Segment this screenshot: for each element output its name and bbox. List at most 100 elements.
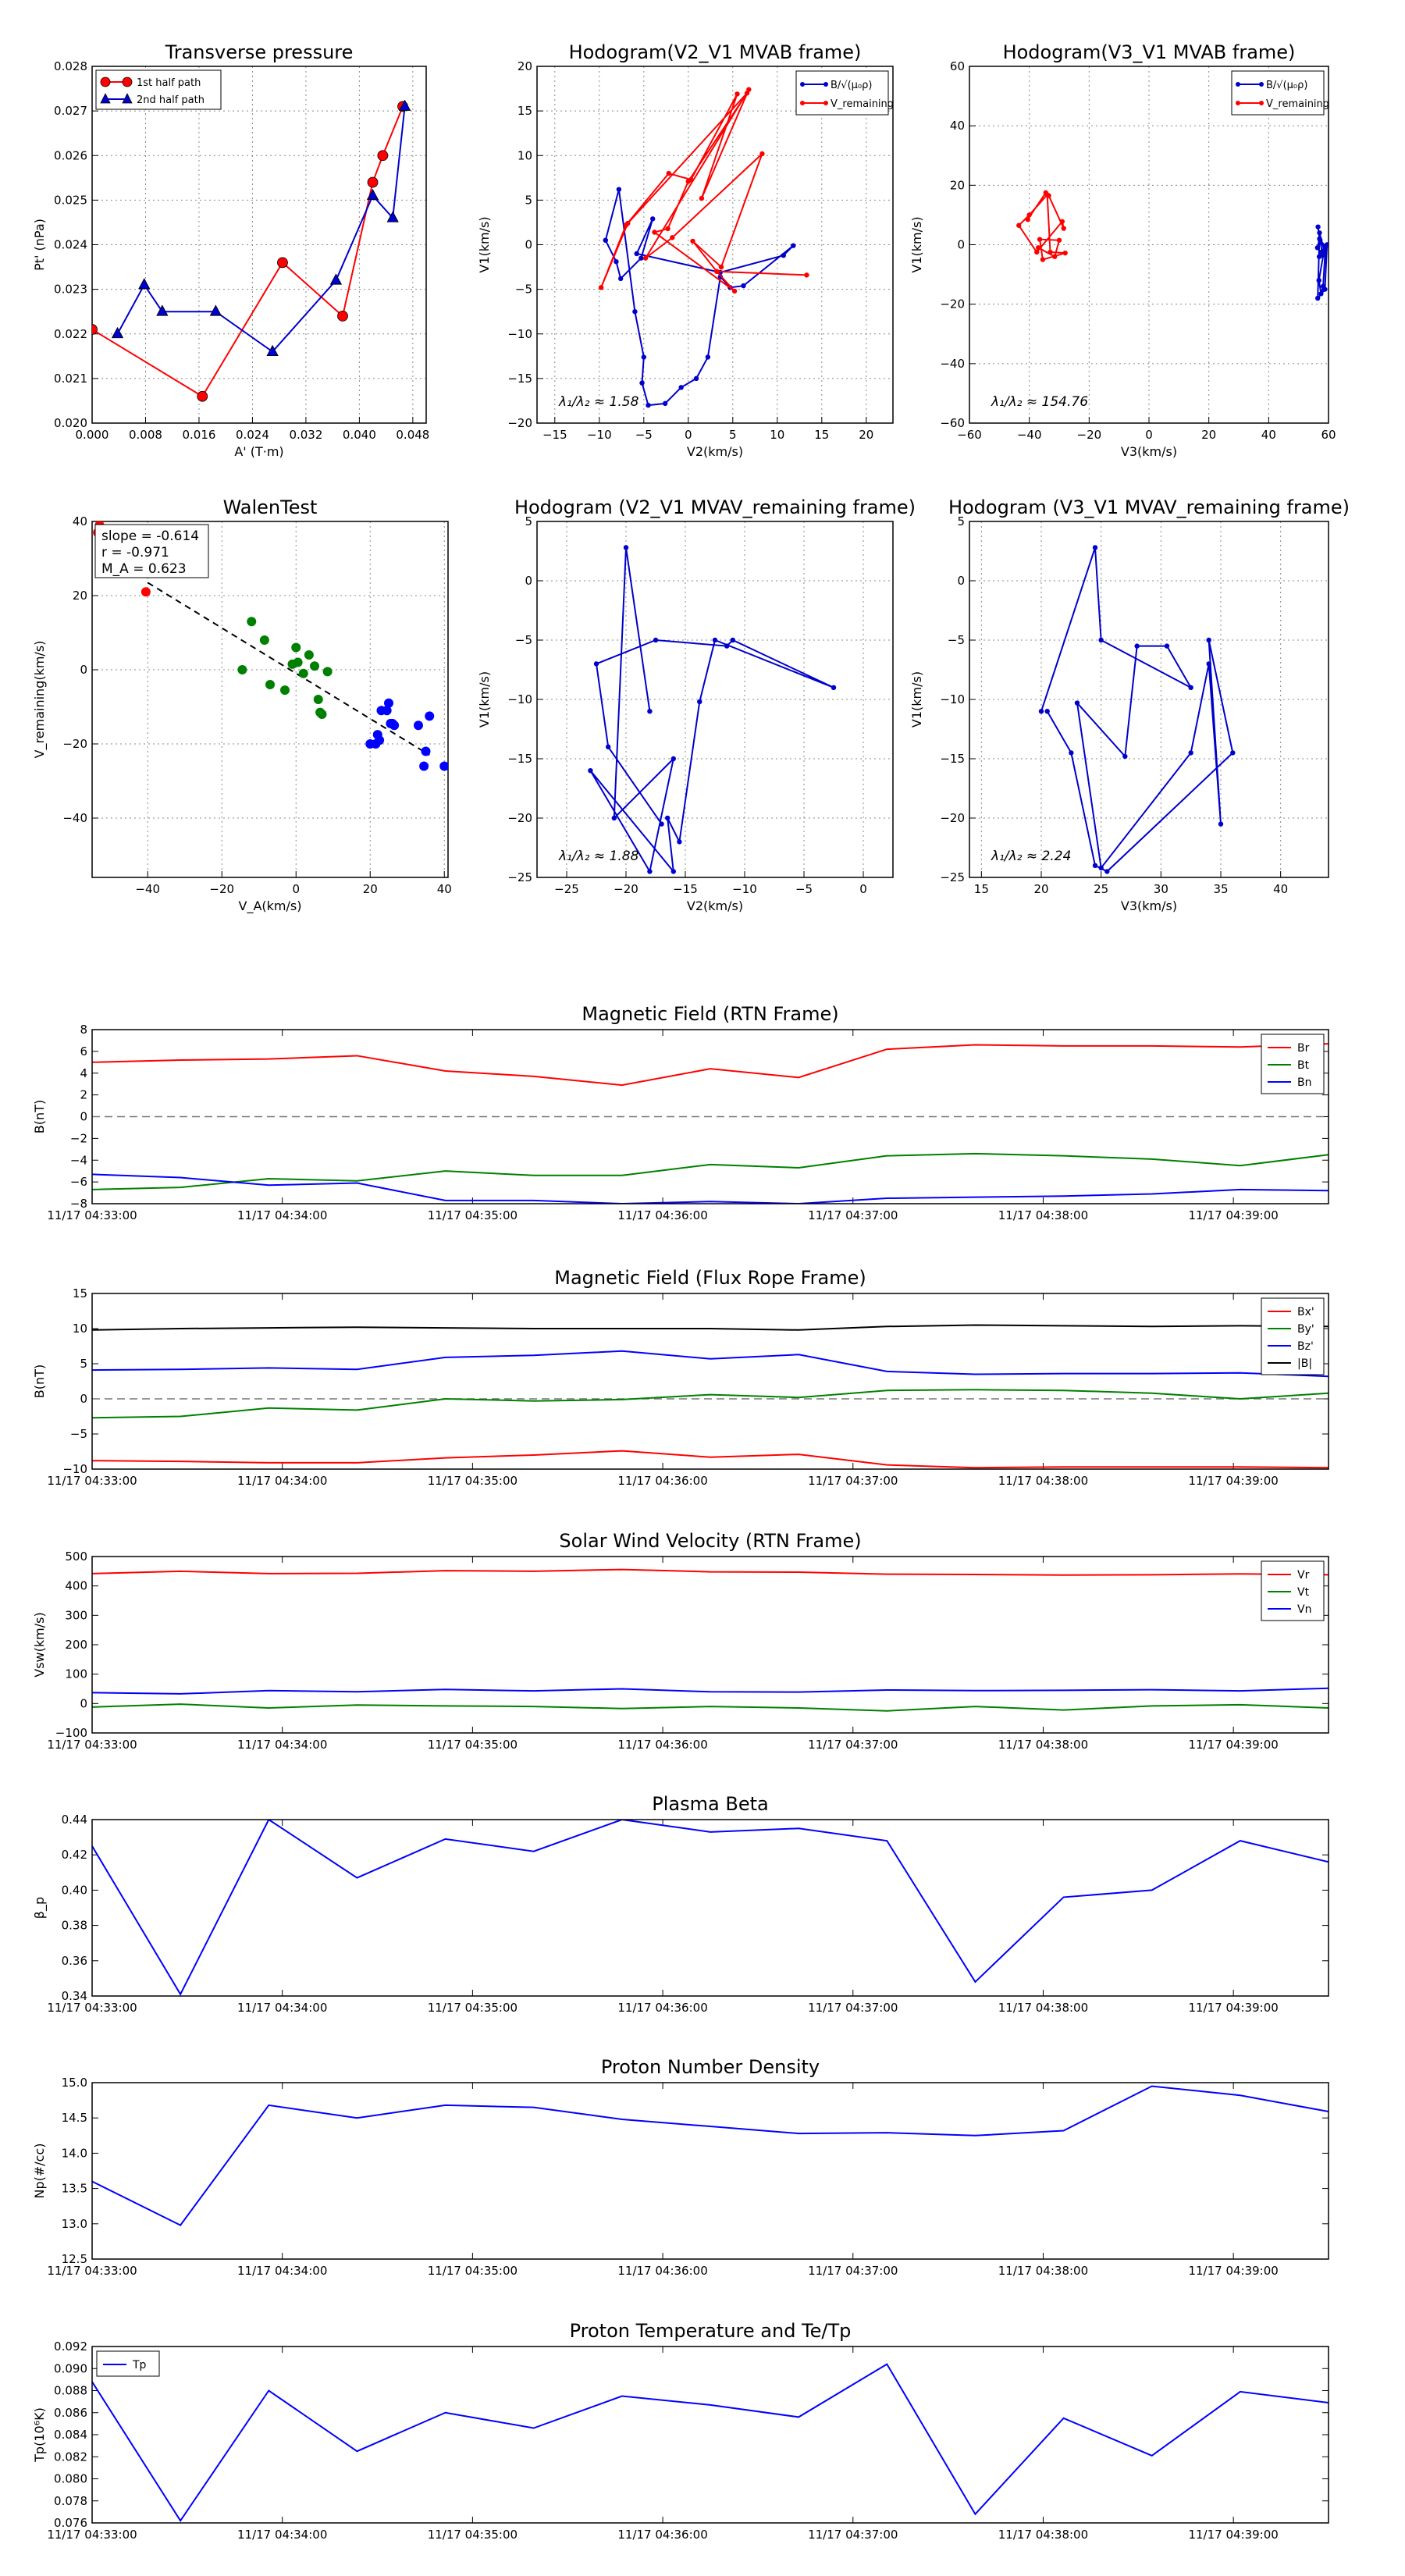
data-point [724, 643, 730, 649]
chart-title: Hodogram(V3_V1 MVAB frame) [1003, 41, 1296, 63]
x-tick-label: 11/17 04:35:00 [428, 2264, 518, 2278]
x-tick-label: 0 [292, 882, 300, 896]
x-tick-label: −15 [542, 428, 567, 442]
legend [795, 70, 889, 116]
chart-title: Transverse pressure [165, 41, 354, 63]
y-tick-label: −40 [940, 357, 965, 371]
x-tick-label: 11/17 04:33:00 [47, 1208, 137, 1222]
data-point [593, 661, 599, 667]
x-tick-label: 11/17 04:36:00 [617, 2528, 707, 2542]
chart-proton-number-density: 11/17 04:33:00 11/17 04:34:00 11/17 04:35:… [32, 2056, 1329, 2278]
legend-marker [823, 101, 828, 105]
data-point [632, 308, 638, 315]
y-tick-label: 0.44 [62, 1813, 87, 1827]
data-point [712, 637, 718, 643]
x-tick-label: 0.016 [182, 428, 215, 442]
x-tick-label: 11/17 04:33:00 [47, 2528, 137, 2542]
stats-line: slope = -0.614 [101, 528, 199, 544]
data-point [1074, 700, 1080, 706]
data-point [366, 188, 379, 201]
x-tick-label: 11/17 04:36:00 [617, 2264, 707, 2278]
data-point [310, 661, 319, 671]
data-point [1315, 224, 1321, 229]
data-point [138, 278, 151, 290]
plot-frame [91, 2082, 1329, 2260]
stats-line: r = -0.971 [101, 545, 169, 560]
data-point [652, 229, 657, 235]
y-tick-label: −5 [515, 633, 532, 647]
y-tick-label: 0.024 [54, 238, 87, 252]
legend-label: Br [1297, 1042, 1310, 1055]
x-tick-label: 60 [1321, 428, 1336, 442]
chart-title: Hodogram (V2_V1 MVAV_remaining frame) [514, 496, 916, 518]
data-point [237, 665, 247, 674]
data-point [389, 720, 400, 731]
plot-frame [969, 521, 1329, 878]
y-tick-label: 0.080 [54, 2472, 87, 2486]
y-axis-label: V1(km/s) [477, 216, 492, 272]
y-tick-label: −10 [507, 692, 532, 706]
y-axis-label: β_p [32, 1897, 48, 1919]
x-axis-label: V_A(km/s) [239, 898, 302, 914]
data-point [638, 255, 644, 261]
x-tick-label: 11/17 04:39:00 [1188, 1738, 1278, 1752]
stats-box [94, 524, 209, 578]
data-point [1317, 230, 1322, 236]
y-axis-label: V1(km/s) [477, 671, 492, 728]
series-line-1 [1017, 191, 1065, 261]
x-tick-label: 11/17 04:39:00 [1188, 1474, 1278, 1488]
data-point [1315, 295, 1321, 301]
series-line-Bz' [92, 1350, 1329, 1378]
legend-label: Vr [1297, 1569, 1310, 1582]
x-tick-label: 11/17 04:35:00 [428, 2528, 518, 2542]
data-point [1016, 222, 1022, 228]
data-point [670, 869, 676, 874]
x-tick-label: 11/17 04:38:00 [998, 2264, 1088, 2278]
chart-title: Hodogram(V2_V1 MVAB frame) [569, 41, 862, 63]
x-tick-label: 11/17 04:35:00 [428, 2001, 518, 2015]
chart-title: Plasma Beta [652, 1793, 768, 1815]
y-tick-label: −20 [507, 416, 532, 430]
legend-marker [1236, 101, 1240, 105]
x-tick-label: 11/17 04:37:00 [808, 1738, 898, 1752]
y-tick-label: 500 [65, 1550, 87, 1564]
data-point [247, 617, 257, 627]
y-tick-label: 0.34 [62, 1989, 87, 2003]
data-point [744, 91, 750, 96]
series-group [92, 1820, 1329, 1996]
data-point [588, 768, 593, 774]
y-tick-label: 0.025 [54, 193, 87, 207]
data-point [92, 324, 98, 335]
data-point [1318, 249, 1325, 255]
series-line-Vr [92, 1568, 1329, 1576]
x-tick-label: 11/17 04:38:00 [998, 1474, 1088, 1488]
x-tick-label: 40 [1273, 882, 1288, 896]
x-tick-label: 11/17 04:35:00 [428, 1208, 518, 1222]
x-tick-label: 0 [859, 882, 867, 896]
data-point [647, 709, 653, 714]
y-tick-label: 0.38 [62, 1919, 87, 1933]
series-group [92, 1324, 1329, 1469]
series-group [93, 521, 448, 771]
data-point [603, 237, 608, 243]
series-group [598, 87, 809, 408]
x-tick-label: −5 [635, 428, 653, 442]
data-point [377, 150, 389, 162]
legend-marker [100, 93, 111, 104]
y-axis-label: B(nT) [32, 1100, 47, 1133]
data-point [1322, 286, 1328, 292]
x-tick-label: 40 [437, 882, 452, 896]
chart-walen-test: −40 −20 0 20 40 −40 −20 0 20 40 WalenTest V_A(km/s)… [32, 496, 452, 914]
chart-title: WalenTest [223, 496, 318, 518]
plot-frame [91, 2346, 1329, 2524]
x-tick-label: 0.032 [289, 428, 322, 442]
x-tick-label: 11/17 04:35:00 [428, 1738, 518, 1752]
series-line-Bn [92, 1173, 1329, 1204]
data-point [781, 253, 786, 258]
data-point [685, 179, 691, 184]
x-tick-label: 0 [685, 428, 692, 442]
y-tick-label: 13.0 [62, 2217, 87, 2231]
y-tick-label: 0 [957, 238, 965, 252]
chart-hodogram-v2-v1-mvav: −25 −20 −15 −10 −5 0 −25 −20 −15 −10 −5 0 5Hodogram … [477, 496, 916, 913]
